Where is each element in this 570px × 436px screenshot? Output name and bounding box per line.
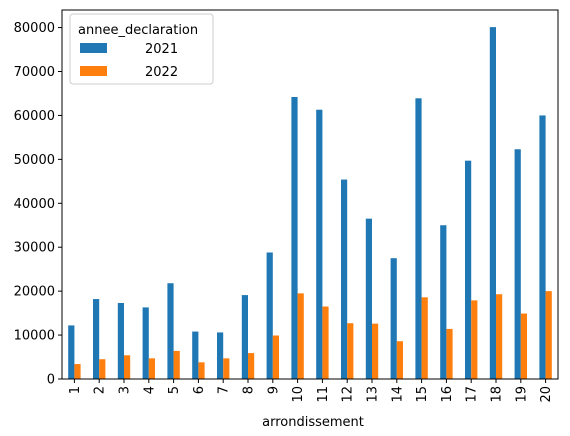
bar-2021-18 — [489, 27, 496, 379]
x-tick-label-3: 3 — [118, 386, 133, 394]
legend-swatch-2022 — [80, 66, 107, 76]
bar-2021-12 — [341, 179, 348, 379]
x-tick-label-19: 19 — [514, 386, 529, 403]
bar-2021-14 — [390, 258, 397, 379]
bar-2021-7 — [217, 332, 224, 379]
x-tick-label-9: 9 — [266, 386, 281, 394]
x-tick-label-6: 6 — [192, 386, 207, 394]
bar-2021-17 — [465, 160, 472, 379]
y-tick-label-0: 0 — [47, 373, 55, 388]
y-tick-label-60000: 60000 — [14, 109, 55, 124]
x-tick-label-16: 16 — [440, 386, 455, 403]
legend-title: annee_declaration — [78, 23, 198, 38]
y-tick-label-10000: 10000 — [14, 329, 55, 344]
bar-2021-16 — [440, 225, 447, 379]
bar-2022-2 — [99, 359, 106, 379]
bar-2022-19 — [520, 313, 527, 379]
x-tick-label-17: 17 — [465, 386, 480, 403]
bar-2022-11 — [322, 306, 329, 379]
bar-2021-6 — [192, 331, 199, 379]
bar-2022-5 — [173, 350, 180, 379]
bar-2022-16 — [446, 328, 453, 379]
bar-2022-8 — [248, 353, 255, 379]
y-tick-label-50000: 50000 — [14, 153, 55, 168]
bar-2021-2 — [93, 299, 100, 379]
x-tick-label-2: 2 — [93, 386, 108, 394]
x-tick-label-12: 12 — [341, 386, 356, 403]
axes: 0 10000 20000 30000 40000 50000 60000 70000 8000… — [14, 9, 559, 403]
bar-2022-17 — [471, 300, 478, 379]
legend-swatch-2021 — [80, 43, 107, 53]
legend-label-2022: 2022 — [145, 65, 178, 80]
bar-2021-5 — [167, 283, 174, 379]
bar-2021-11 — [316, 109, 323, 379]
y-tick-label-80000: 80000 — [14, 21, 55, 36]
bar-2022-4 — [148, 358, 155, 379]
x-tick-label-1: 1 — [68, 386, 83, 394]
x-tick-label-4: 4 — [142, 386, 157, 394]
bar-2022-6 — [198, 362, 205, 379]
bar-2022-1 — [74, 364, 81, 379]
y-tick-label-20000: 20000 — [14, 285, 55, 300]
x-tick-label-8: 8 — [242, 386, 257, 394]
legend-label-2021: 2021 — [145, 42, 178, 57]
bar-2022-15 — [421, 297, 428, 379]
bar-2021-1 — [68, 325, 75, 379]
bar-2022-18 — [496, 294, 503, 379]
y-tick-label-30000: 30000 — [14, 241, 55, 256]
bar-2022-10 — [297, 293, 304, 379]
x-tick-label-18: 18 — [490, 386, 505, 403]
bar-2022-14 — [396, 341, 403, 379]
bars — [68, 27, 552, 380]
bar-2022-3 — [124, 355, 131, 379]
x-tick-label-7: 7 — [217, 386, 232, 394]
bar-2021-20 — [539, 115, 546, 380]
bar-2021-10 — [291, 96, 298, 379]
bar-2021-3 — [117, 303, 124, 379]
x-tick-label-10: 10 — [291, 386, 306, 403]
x-tick-label-11: 11 — [316, 386, 331, 403]
plot-frame — [61, 9, 559, 380]
bar-2021-4 — [142, 307, 149, 379]
bar-2022-12 — [347, 323, 354, 379]
legend: annee_declaration 2021 2022 — [69, 13, 214, 85]
bar-2021-19 — [514, 149, 521, 379]
bar-2021-9 — [266, 252, 273, 379]
x-tick-label-5: 5 — [167, 386, 182, 394]
x-tick-label-15: 15 — [415, 386, 430, 403]
x-tick-label-14: 14 — [390, 386, 405, 403]
x-axis-title: arrondissement — [262, 415, 364, 430]
bar-2022-9 — [272, 335, 279, 379]
bar-2022-20 — [545, 291, 552, 379]
y-tick-label-70000: 70000 — [14, 65, 55, 80]
x-tick-label-20: 20 — [539, 386, 554, 403]
y-tick-label-40000: 40000 — [14, 197, 55, 212]
bar-2022-13 — [372, 323, 379, 379]
x-tick-label-13: 13 — [366, 386, 381, 403]
bar-2022-7 — [223, 358, 230, 379]
bar-2021-13 — [365, 218, 372, 379]
bar-2021-8 — [241, 295, 248, 379]
bar-2021-15 — [415, 98, 422, 380]
